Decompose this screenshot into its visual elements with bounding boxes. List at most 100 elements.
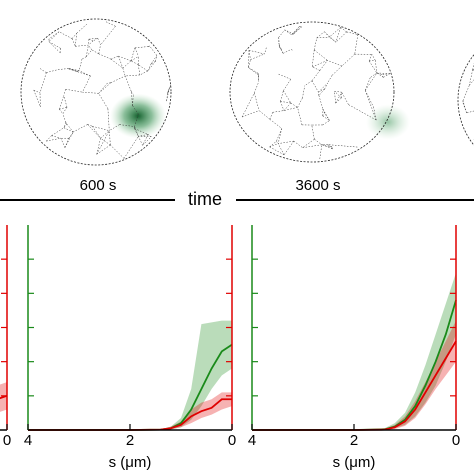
- mesh-edge: [58, 31, 73, 39]
- mesh-edge: [147, 61, 156, 72]
- mesh-edge: [291, 33, 294, 35]
- mesh-edge: [304, 80, 313, 86]
- mesh-edge: [88, 44, 93, 51]
- mesh-edge: [39, 67, 47, 73]
- mesh-edge: [335, 97, 342, 104]
- mesh-edge: [258, 110, 270, 120]
- mesh-edge: [65, 88, 83, 93]
- mesh-edge: [88, 38, 94, 42]
- mesh-edge: [91, 49, 99, 55]
- mesh-edge: [276, 128, 283, 142]
- mesh-edge: [466, 110, 474, 114]
- mesh-edge: [329, 27, 341, 38]
- mesh-edge: [39, 72, 47, 93]
- mesh-edge: [100, 138, 111, 146]
- mesh-edge: [109, 130, 111, 146]
- mesh-edge: [248, 50, 265, 55]
- mesh-edge: [147, 45, 150, 47]
- mesh-edge: [280, 101, 291, 104]
- mesh-edge: [291, 26, 302, 35]
- mesh-edge: [110, 144, 125, 159]
- mesh-edge: [322, 120, 330, 126]
- mesh-edge: [248, 50, 250, 68]
- mesh-edge: [98, 83, 108, 94]
- mesh-edge: [130, 91, 134, 95]
- mesh-edge: [370, 72, 378, 78]
- error-band: [28, 320, 232, 430]
- mesh-edge: [248, 59, 251, 68]
- x-axis-label: s (μm): [109, 454, 152, 471]
- mesh-edge: [354, 34, 359, 55]
- mesh-edge: [96, 144, 111, 155]
- x-tick-label: 2: [126, 432, 134, 449]
- mesh-edge: [318, 82, 328, 93]
- mesh-edge: [130, 91, 133, 106]
- mesh-edge: [33, 89, 41, 94]
- x-axis-label: s (μm): [333, 454, 376, 471]
- mesh-outline: [457, 54, 474, 146]
- mesh-edge: [98, 44, 101, 54]
- mesh-edge: [335, 27, 341, 43]
- mesh-edge: [64, 131, 74, 148]
- mesh-edge: [322, 109, 330, 121]
- mesh-edge: [63, 122, 67, 128]
- mesh-edge: [462, 103, 467, 114]
- mesh-edge: [76, 23, 88, 34]
- mesh-edge: [279, 46, 284, 54]
- mesh-edge: [107, 82, 111, 84]
- x-tick-label: 4: [24, 432, 32, 449]
- mesh-edge: [278, 29, 285, 38]
- mesh-edge: [283, 107, 298, 111]
- mesh-edge: [73, 124, 88, 133]
- mesh-edge: [118, 55, 132, 62]
- mesh-edge: [331, 65, 343, 76]
- mesh-edge: [98, 93, 109, 109]
- mesh-edge: [278, 140, 294, 144]
- mesh-edge: [130, 60, 139, 65]
- mesh-edge: [335, 92, 342, 104]
- mesh-edge: [142, 136, 152, 146]
- mesh-edge: [365, 90, 377, 121]
- mesh-edge: [150, 61, 156, 65]
- mesh-edge: [87, 124, 93, 127]
- mesh-edge: [381, 73, 391, 75]
- mesh-edge: [283, 102, 291, 111]
- mesh-edge: [321, 144, 333, 150]
- mesh-edge: [314, 49, 328, 61]
- mesh-edge: [75, 33, 77, 47]
- mesh-edge: [319, 60, 328, 71]
- mesh-edge: [123, 136, 139, 159]
- mesh-edge: [365, 90, 374, 108]
- mesh-edge: [272, 110, 284, 113]
- mesh-edge: [341, 92, 349, 105]
- mesh-edge: [324, 31, 337, 43]
- mesh-edge: [376, 72, 391, 74]
- mesh-edge: [334, 91, 336, 104]
- mesh-edge: [322, 115, 330, 121]
- mesh-edge: [369, 60, 376, 62]
- mesh-edge: [324, 82, 328, 90]
- mesh-edge: [280, 90, 284, 102]
- mesh-edge: [254, 92, 260, 111]
- mesh-edge: [280, 101, 285, 111]
- mesh-edge: [88, 40, 94, 46]
- mesh-edge: [147, 134, 152, 137]
- mesh-outline: [20, 18, 172, 166]
- mesh-edge: [81, 56, 87, 60]
- mesh-edge: [167, 88, 170, 94]
- mesh-edge: [100, 26, 116, 46]
- mesh-edge: [76, 70, 80, 72]
- mesh-edge: [318, 95, 324, 110]
- mesh-edge: [134, 47, 139, 57]
- mesh-edge: [373, 107, 377, 121]
- mesh-edge: [118, 55, 124, 69]
- x-tick-label: 0: [228, 432, 236, 449]
- mesh-edge: [134, 46, 148, 49]
- mesh-edge: [87, 124, 101, 139]
- mesh-edge: [149, 45, 158, 56]
- mesh-edge: [122, 60, 132, 69]
- time-point-label: 3600 s: [295, 177, 340, 194]
- mesh-edge: [105, 21, 116, 27]
- mesh-edge: [322, 113, 325, 117]
- mesh-edge: [283, 140, 294, 155]
